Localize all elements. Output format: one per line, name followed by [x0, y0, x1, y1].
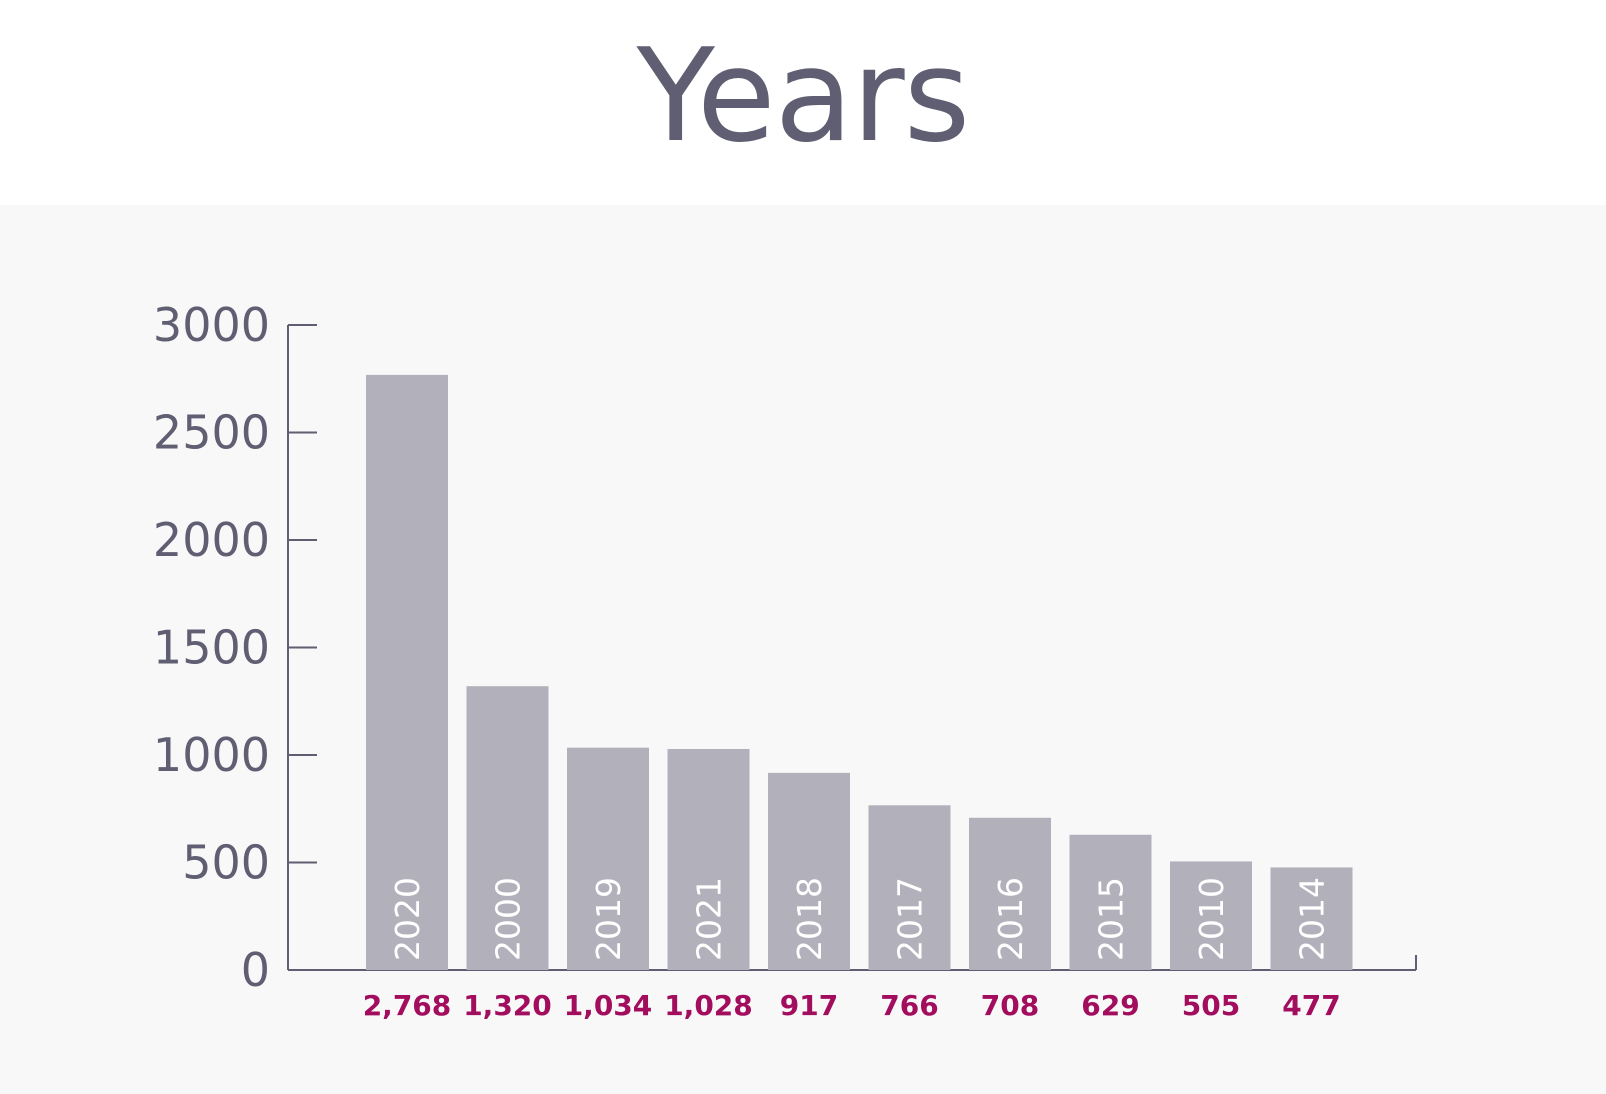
bar-2020	[366, 374, 448, 970]
category-label: 2014	[1293, 877, 1332, 961]
category-label: 2021	[690, 877, 729, 961]
value-label: 1,320	[463, 989, 552, 1022]
category-label: 2016	[991, 877, 1030, 961]
bar-2021	[667, 748, 750, 970]
bar-2010	[1170, 861, 1252, 970]
bar-2018	[768, 772, 850, 970]
category-label: 2020	[388, 877, 427, 961]
category-label: 2017	[891, 877, 930, 961]
y-tick-label: 500	[182, 836, 270, 890]
category-label: 2019	[589, 877, 628, 961]
category-label: 2018	[790, 877, 829, 961]
category-label: 2015	[1092, 877, 1131, 961]
bar-2016	[969, 817, 1051, 970]
y-tick-label: 1000	[153, 728, 270, 782]
chart-title: Years	[636, 22, 971, 171]
value-label: 708	[981, 989, 1039, 1022]
value-label: 1,034	[564, 989, 653, 1022]
value-label: 629	[1081, 989, 1139, 1022]
bar-2019	[567, 747, 649, 970]
bar-2014	[1270, 867, 1353, 970]
y-tick-label: 3000	[153, 298, 270, 352]
value-label: 917	[780, 989, 838, 1022]
y-tick-label: 0	[241, 943, 270, 997]
y-tick-label: 2500	[153, 406, 270, 460]
value-label: 1,028	[664, 989, 753, 1022]
bar-2015	[1069, 834, 1152, 970]
value-label: 2,768	[363, 989, 452, 1022]
value-label: 766	[880, 989, 938, 1022]
bar-2017	[868, 805, 951, 970]
bar-2000	[466, 686, 549, 970]
y-tick-label: 2000	[153, 513, 270, 567]
category-label: 2010	[1192, 877, 1231, 961]
value-label: 477	[1282, 989, 1340, 1022]
category-label: 2000	[489, 877, 528, 961]
y-tick-label: 1500	[153, 621, 270, 675]
value-label: 505	[1182, 989, 1240, 1022]
